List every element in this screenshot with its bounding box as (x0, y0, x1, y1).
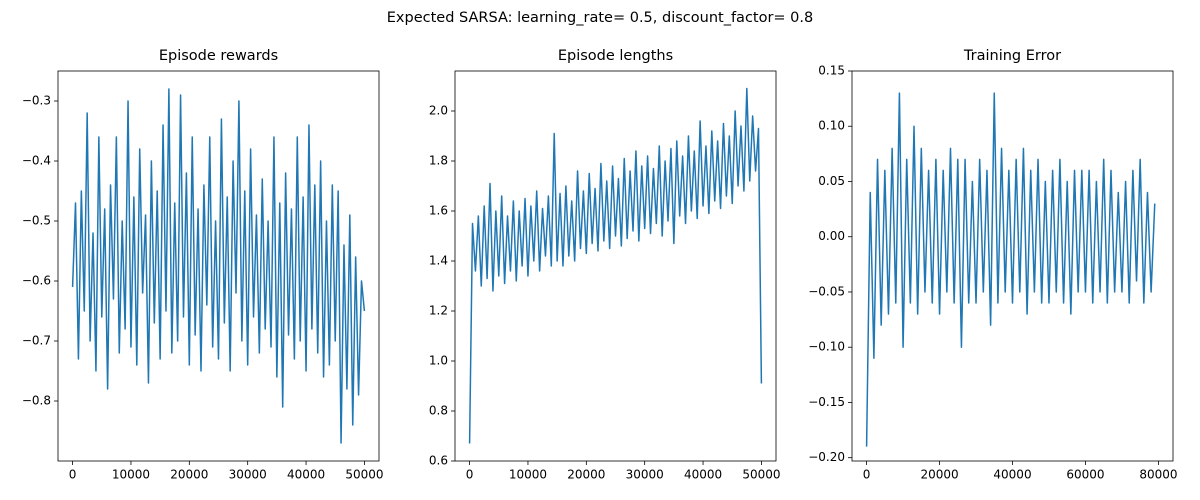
x-tick-label: 10000 (509, 468, 547, 482)
y-tick-label: 1.4 (429, 254, 448, 268)
y-tick-label: 1.0 (429, 354, 448, 368)
x-tick-label: 20000 (170, 468, 208, 482)
x-tick-label: 20000 (920, 468, 958, 482)
x-tick-label: 30000 (626, 468, 664, 482)
y-tick-label: −0.7 (22, 334, 51, 348)
y-tick-label: −0.10 (808, 340, 845, 354)
x-tick-label: 60000 (1066, 468, 1104, 482)
y-tick-label: 0.8 (429, 404, 448, 418)
y-tick-label: 0.00 (818, 229, 845, 243)
y-tick-label: 1.6 (429, 204, 448, 218)
y-tick-label: 0.15 (818, 64, 845, 78)
x-tick-label: 40000 (993, 468, 1031, 482)
axes-frame (454, 70, 777, 462)
y-tick-label: −0.05 (808, 284, 845, 298)
y-tick-label: −0.15 (808, 395, 845, 409)
y-tick-label: −0.3 (22, 94, 51, 108)
y-tick-label: 0.10 (818, 119, 845, 133)
y-tick-label: −0.4 (22, 154, 51, 168)
data-line (468, 87, 763, 444)
subplot-title: Training Error (963, 48, 1061, 64)
y-tick-label: −0.20 (808, 450, 845, 464)
y-tick-label: −0.5 (22, 214, 51, 228)
x-tick-label: 0 (863, 468, 871, 482)
x-tick-label: 40000 (287, 468, 325, 482)
x-tick-label: 10000 (112, 468, 150, 482)
y-tick-label: 1.8 (429, 154, 448, 168)
x-tick-label: 40000 (684, 468, 722, 482)
x-tick-label: 80000 (1139, 468, 1177, 482)
figure-title: Expected SARSA: learning_rate= 0.5, disc… (387, 10, 814, 26)
subplot-title: Episode rewards (159, 48, 278, 64)
data-line (71, 88, 366, 444)
y-tick-label: 0.05 (818, 174, 845, 188)
y-tick-label: −0.6 (22, 274, 51, 288)
x-tick-label: 50000 (345, 468, 383, 482)
subplot-title: Episode lengths (558, 48, 673, 64)
y-tick-label: 2.0 (429, 104, 448, 118)
y-tick-label: 1.2 (429, 304, 448, 318)
axes-frame (57, 70, 380, 462)
x-tick-label: 0 (69, 468, 77, 482)
x-tick-label: 20000 (567, 468, 605, 482)
x-tick-label: 50000 (742, 468, 780, 482)
x-tick-label: 0 (466, 468, 474, 482)
data-line (865, 92, 1156, 447)
x-tick-label: 30000 (229, 468, 267, 482)
y-tick-label: −0.8 (22, 394, 51, 408)
y-tick-label: 0.6 (429, 454, 448, 468)
